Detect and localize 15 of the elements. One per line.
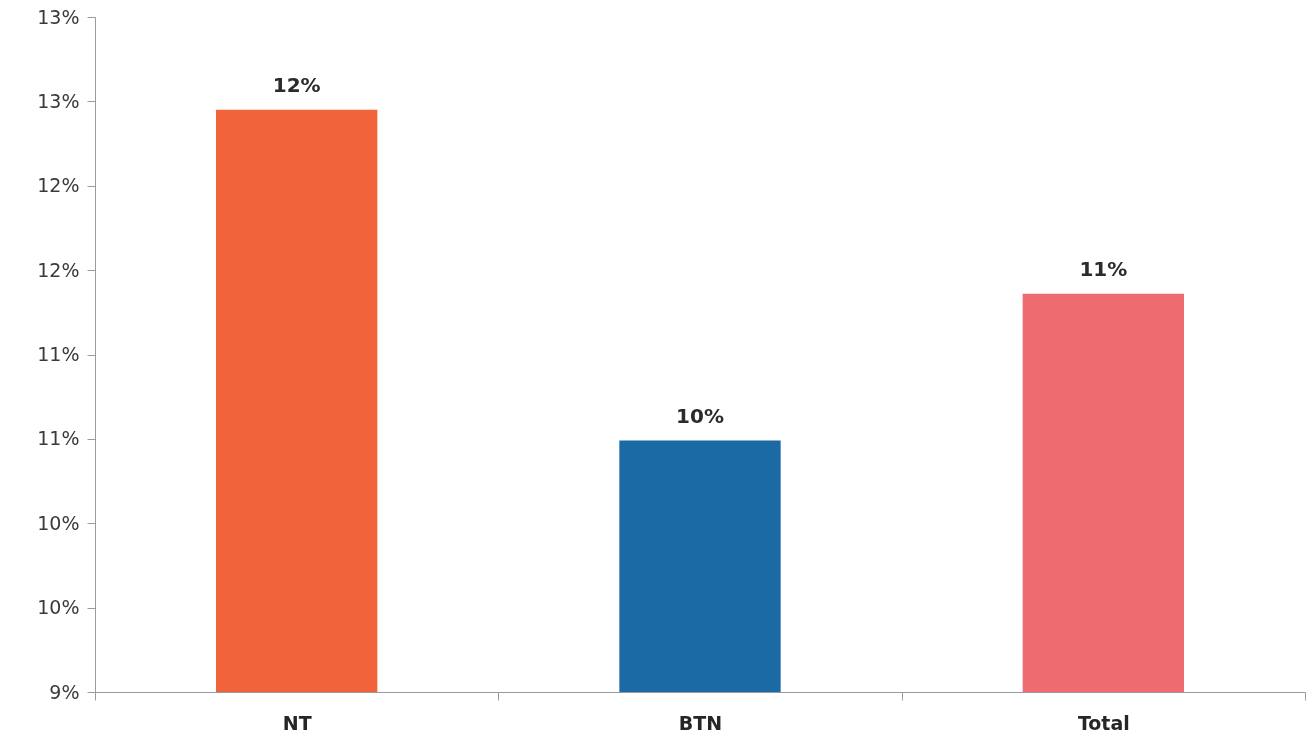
x-tick-label: BTN bbox=[678, 711, 723, 734]
y-tick-label: 13% bbox=[37, 89, 80, 112]
data-label: 10% bbox=[676, 403, 724, 428]
y-tick-label: 12% bbox=[37, 174, 80, 197]
y-tick-label: 9% bbox=[49, 680, 80, 703]
x-tick-label: Total bbox=[1077, 711, 1130, 734]
y-tick-label: 10% bbox=[37, 596, 80, 619]
data-label: 12% bbox=[272, 72, 321, 97]
y-tick-label: 10% bbox=[37, 511, 80, 534]
y-tick-label: 11% bbox=[37, 427, 80, 450]
y-tick-label: 12% bbox=[37, 258, 80, 281]
y-tick-label: 11% bbox=[37, 343, 80, 365]
y-tick-label: 13% bbox=[37, 5, 80, 28]
x-tick-label: NT bbox=[282, 711, 312, 734]
data-label: 11% bbox=[1079, 256, 1128, 281]
